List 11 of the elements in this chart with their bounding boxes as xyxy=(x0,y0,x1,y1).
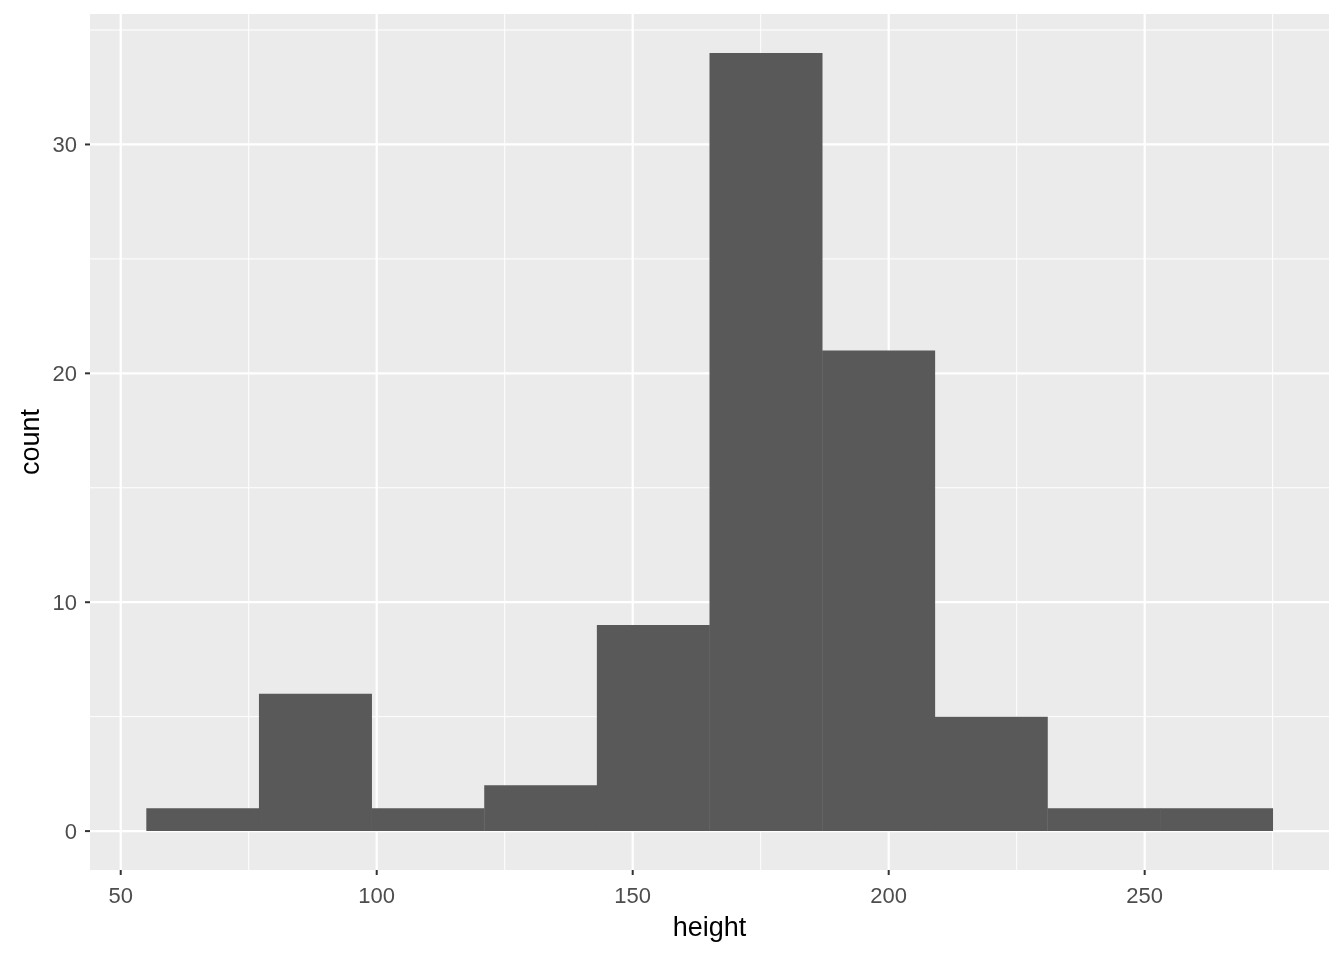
x-tick-label: 250 xyxy=(1126,882,1164,908)
x-axis-title: height xyxy=(672,912,747,942)
y-tick-label: 10 xyxy=(52,590,77,616)
y-axis-title: count xyxy=(15,408,45,476)
y-tick-label: 0 xyxy=(64,818,77,844)
x-tick-label: 100 xyxy=(358,882,396,908)
y-tick-label: 20 xyxy=(52,361,77,387)
y-tick-label: 30 xyxy=(52,132,77,158)
x-tick-label: 150 xyxy=(614,882,652,908)
x-tick-label: 50 xyxy=(108,882,133,908)
x-tick-label: 200 xyxy=(870,882,908,908)
